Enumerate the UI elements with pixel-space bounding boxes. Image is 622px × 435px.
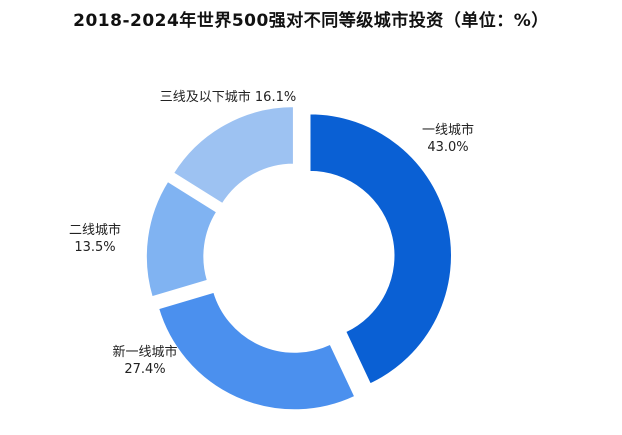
slice-value-1: 43.0%: [427, 140, 468, 155]
pie-slice-1: [308, 112, 453, 386]
slices-layer: [145, 105, 453, 411]
slice-value-2: 27.4%: [124, 362, 165, 377]
pie-slice-4: [172, 105, 295, 205]
slice-value-3: 13.5%: [74, 240, 115, 255]
slice-label-1: 一线城市: [422, 122, 474, 138]
labels-layer: 一线城市 43.0% 新一线城市 27.4% 二线城市 13.5% 三线及以下城市 16.1…: [69, 89, 474, 377]
slice-label-2: 新一线城市: [112, 344, 177, 360]
pie-slice-3: [145, 180, 218, 298]
chart-title: 2018-2024年世界500强对不同等级城市投资（单位：%）: [73, 11, 549, 31]
slice-label-4: 三线及以下城市 16.1%: [160, 89, 296, 105]
pie-slice-2: [157, 291, 356, 411]
slice-label-3: 二线城市: [69, 222, 121, 238]
